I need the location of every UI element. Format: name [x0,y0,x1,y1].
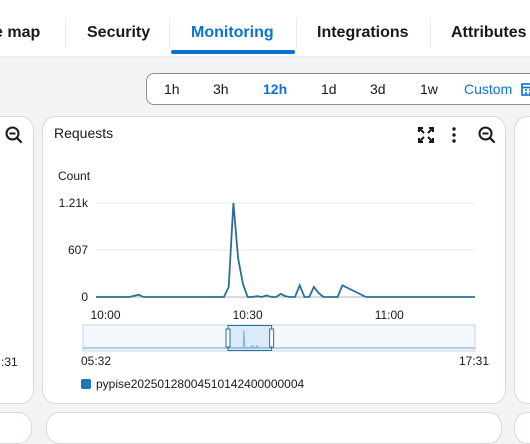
widget-card-bottom [46,412,502,444]
tab-divider [296,18,297,48]
tab-divider [430,18,431,48]
legend-label: pypise20250128004510142400000004 [96,377,305,391]
time-range-selector: 1h 3h 12h 1d 3d 1w Custom [146,73,530,105]
timeline-overview[interactable] [82,324,476,352]
tab-integrations[interactable]: Integrations [317,24,409,41]
timeline-start-label: 05:32 [81,354,112,368]
legend-swatch [81,379,91,389]
y-tick-label: 1.21k [58,196,88,210]
tab-security[interactable]: Security [87,24,151,41]
y-tick-label: 0 [81,290,88,304]
widget-card-bottom-right [514,412,530,444]
active-tab-indicator [171,50,295,54]
tab-monitoring[interactable]: Monitoring [191,24,274,41]
overview-drag-handle [225,328,231,348]
overview-selection [227,325,273,351]
widget-card-left: :31 [0,116,34,404]
timeline-end-label: :31 [1,355,18,369]
y-axis-unit: Count [58,169,91,183]
range-3h[interactable]: 3h [213,81,229,97]
calendar-icon[interactable] [521,82,530,96]
more-vertical-icon[interactable] [445,126,463,144]
overview-background [82,324,476,352]
widget-card-bottom-left [0,412,32,444]
zoom-out-icon[interactable] [5,126,23,144]
range-custom[interactable]: Custom [464,81,513,97]
overview-drag-handle [269,328,275,348]
y-tick-label: 607 [67,242,88,257]
widget-title: Requests [54,125,114,141]
requests-widget: Requests Count 0 607 1.21k 10:00 10:30 11:00… [42,116,506,404]
x-tick-label: 10:30 [232,308,263,322]
zoom-out-icon[interactable] [478,126,496,144]
range-3d[interactable]: 3d [370,81,386,97]
range-1w[interactable]: 1w [420,81,438,97]
requests-line-chart [96,202,475,298]
range-1h[interactable]: 1h [164,81,180,97]
tab-bar: e map Security Monitoring Integrations A… [0,0,530,57]
x-tick-label: 11:00 [374,308,404,322]
chart-legend: pypise20250128004510142400000004 [81,377,304,391]
tab-divider [169,18,170,48]
tab-divider [65,18,66,48]
tab-attributes[interactable]: Attributes [451,24,527,41]
expand-icon[interactable] [417,126,435,144]
series-line [96,202,475,298]
widget-card-right [514,116,530,404]
overview-series-line [228,329,272,349]
x-tick-label: 10:00 [90,308,121,322]
range-12h[interactable]: 12h [263,81,288,97]
tab-resource-map[interactable]: e map [0,24,41,41]
timeline-end-label: 17:31 [459,354,490,368]
range-1d[interactable]: 1d [321,81,337,97]
